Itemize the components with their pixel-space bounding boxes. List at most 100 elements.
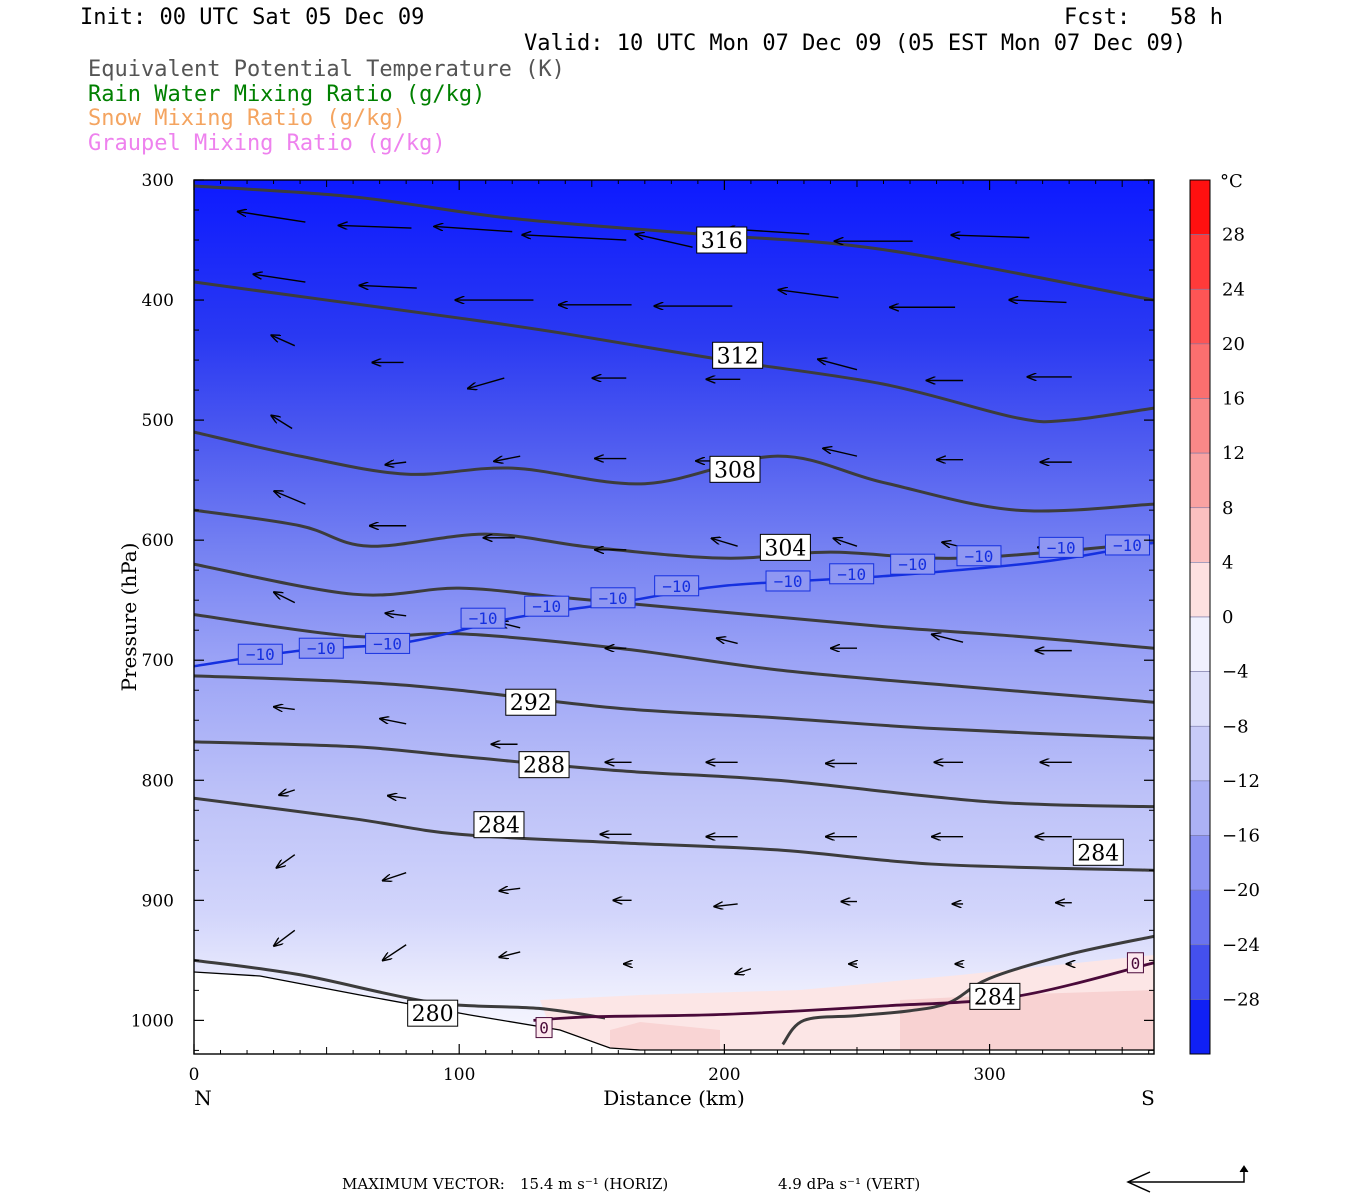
wind-vector — [388, 796, 407, 799]
wind-vector — [823, 448, 858, 457]
colorbar-tick-label: 16 — [1222, 389, 1245, 410]
wind-vector — [635, 234, 693, 248]
colorbar-tick-label: 0 — [1222, 607, 1233, 628]
wind-vector — [253, 274, 306, 283]
wind-vector — [271, 416, 293, 430]
y-tick-label: 600 — [142, 531, 174, 551]
wind-vector — [494, 455, 521, 461]
plot-frame — [193, 179, 1155, 1055]
y-tick-label: 500 — [142, 411, 174, 431]
temperature-label-minus10: −10 — [956, 545, 1002, 567]
x-tick-label: 100 — [443, 1065, 475, 1085]
temperature-label-minus10: −10 — [524, 595, 570, 617]
theta-e-label-316: 316 — [696, 226, 748, 254]
terrain-surface — [194, 972, 1154, 1054]
colorbar-bin — [1189, 999, 1211, 1055]
colorbar-tick-label: −28 — [1222, 989, 1260, 1010]
wind-vector — [380, 719, 407, 725]
colorbar-bin — [1189, 616, 1211, 672]
svg-text:−10: −10 — [1113, 536, 1142, 555]
theta-e-contour-284 — [781, 934, 1154, 1046]
svg-text:−10: −10 — [965, 547, 994, 566]
colorbar-tick-label: −4 — [1222, 662, 1249, 683]
temperature-label-minus10: −10 — [365, 632, 411, 654]
theta-e-label-284: 284 — [473, 811, 525, 839]
colorbar-bin — [1189, 288, 1211, 345]
wind-vector — [818, 359, 858, 371]
theta-e-label-304: 304 — [759, 533, 811, 561]
theta-e-label-280: 280 — [407, 999, 459, 1027]
svg-text:−10: −10 — [532, 597, 561, 616]
temperature-label-minus10: −10 — [298, 637, 344, 659]
wind-vector — [1009, 300, 1067, 303]
colorbar-bin — [1189, 835, 1211, 891]
wind-vector — [522, 235, 627, 241]
reference-vector-icon — [1126, 1165, 1249, 1193]
temperature-label-minus10: −10 — [829, 563, 875, 585]
colorbar-tick-label: 4 — [1222, 552, 1233, 573]
theta-e-contour-316 — [194, 184, 1154, 302]
svg-text:316: 316 — [701, 229, 743, 254]
theta-e-label-308: 308 — [709, 455, 761, 483]
theta-e-contour-308 — [194, 430, 1154, 513]
legend-graupel: Graupel Mixing Ratio (g/kg) — [88, 131, 446, 156]
theta-e-contour-312 — [194, 280, 1154, 424]
y-tick-label: 700 — [142, 651, 174, 671]
temperature-label-minus10: −10 — [237, 643, 283, 665]
temperature-label-minus10: −10 — [654, 575, 700, 597]
theta-e-label-284: 284 — [969, 982, 1021, 1010]
x-end-label-left: N — [194, 1086, 212, 1110]
svg-text:308: 308 — [714, 458, 756, 483]
colorbar-bin — [1189, 398, 1211, 454]
theta-e-contour-300 — [194, 562, 1154, 650]
colorbar-bin — [1189, 889, 1211, 946]
wind-vector — [951, 235, 1030, 238]
wind-vector — [932, 634, 964, 643]
svg-text:−10: −10 — [373, 634, 402, 653]
wind-vector — [279, 790, 295, 795]
wind-vector — [779, 290, 839, 299]
wind-vector — [277, 854, 296, 868]
colorbar-bin — [1189, 780, 1211, 836]
wind-vector — [271, 335, 296, 347]
temperature-label-0: 0 — [1126, 952, 1144, 974]
colorbar-tick-label: −20 — [1222, 880, 1260, 901]
wind-vector — [360, 285, 417, 288]
wind-vector — [274, 929, 296, 946]
wind-vector — [274, 491, 306, 505]
terrain-line — [194, 971, 1154, 1051]
colorbar-tick-label: −16 — [1222, 826, 1260, 847]
temperature-label-minus10: −10 — [1038, 536, 1084, 558]
svg-text:284: 284 — [478, 814, 520, 839]
colorbar-tick-label: 24 — [1222, 279, 1245, 300]
svg-text:−10: −10 — [837, 565, 866, 584]
legend-rain-water: Rain Water Mixing Ratio (g/kg) — [88, 82, 486, 107]
theta-e-contour-296 — [194, 613, 1154, 704]
max-vector-label: MAXIMUM VECTOR: — [342, 1175, 505, 1193]
theta-e-label-284: 284 — [1072, 838, 1124, 866]
theta-e-contour-292 — [194, 674, 1154, 740]
theta-e-label-292: 292 — [505, 688, 557, 716]
wind-vector — [434, 226, 513, 233]
wind-vector — [499, 888, 521, 891]
svg-text:292: 292 — [510, 691, 552, 716]
colorbar-bin — [1189, 234, 1211, 290]
colorbar-tick-label: 20 — [1222, 334, 1245, 355]
temperature-label-0: 0 — [535, 1017, 553, 1039]
temperature-label-minus10: −10 — [590, 587, 636, 609]
colorbar-bin — [1189, 179, 1211, 235]
theta-e-label-288: 288 — [518, 751, 570, 779]
legend-snow: Snow Mixing Ratio (g/kg) — [88, 106, 406, 131]
temperature-shading — [194, 180, 1154, 1054]
wind-vector — [717, 638, 738, 643]
valid-time: Valid: 10 UTC Mon 07 Dec 09 (05 EST Mon … — [524, 31, 1187, 56]
svg-text:0: 0 — [539, 1019, 549, 1038]
svg-text:−10: −10 — [662, 577, 691, 596]
x-end-label-right: S — [1141, 1086, 1155, 1110]
wind-vector — [274, 592, 296, 604]
colorbar-tick-label: 28 — [1222, 225, 1245, 246]
wind-vector — [712, 538, 738, 547]
theta-e-contour-284 — [194, 796, 1154, 872]
colorbar-tick-label: 8 — [1222, 498, 1233, 519]
svg-text:−10: −10 — [599, 589, 628, 608]
